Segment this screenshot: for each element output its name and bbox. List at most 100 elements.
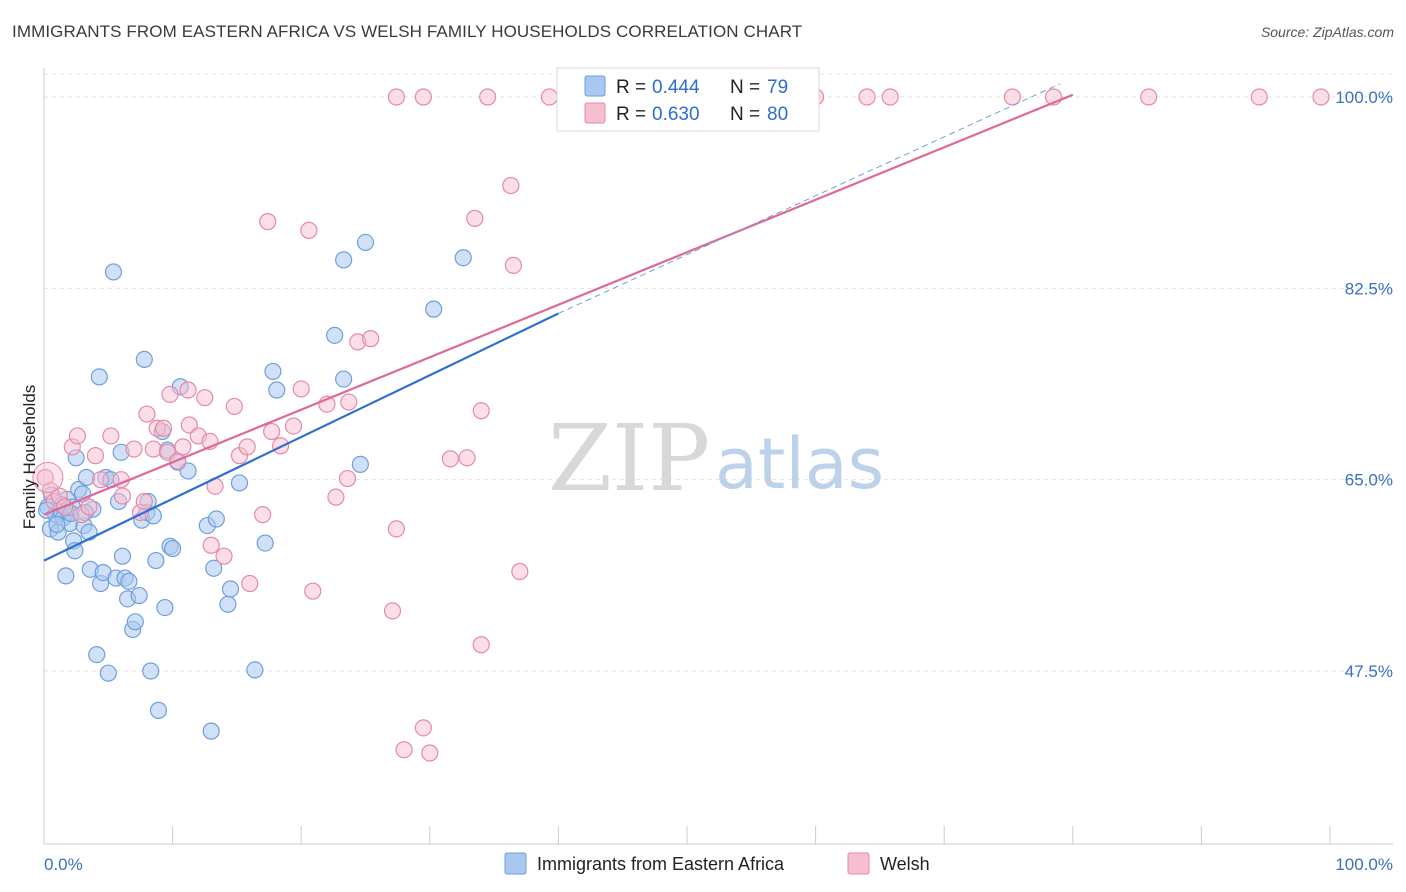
- data-point: [284, 417, 303, 435]
- trend-line-eastern-africa: [43, 312, 559, 562]
- data-point: [156, 598, 174, 617]
- data-point: [99, 664, 117, 682]
- data-point: [263, 422, 281, 441]
- data-point: [1003, 88, 1021, 106]
- data-point: [502, 176, 520, 195]
- data-point: [225, 397, 243, 416]
- data-point: [1312, 88, 1330, 106]
- chart-title: IMMIGRANTS FROM EASTERN AFRICA VS WELSH …: [12, 22, 803, 41]
- legend-swatch-welsh: [584, 102, 606, 124]
- data-point: [88, 645, 106, 664]
- data-point: [425, 300, 443, 318]
- data-point: [254, 506, 272, 524]
- legend-n-value-2: 80: [767, 104, 788, 125]
- data-point: [125, 440, 143, 458]
- data-point: [147, 551, 165, 570]
- watermark-zip: ZIP: [548, 405, 710, 512]
- source-credit: Source: ZipAtlas.com: [1260, 24, 1394, 40]
- data-point: [120, 572, 138, 590]
- x-tick-label-max: 100.0%: [1335, 855, 1393, 874]
- legend: R = 0.444 N = 79 R = 0.630 N = 80: [556, 67, 820, 132]
- data-point: [113, 547, 132, 565]
- data-point: [335, 370, 353, 388]
- bottom-legend: Immigrants from Eastern Africa Welsh: [504, 852, 930, 875]
- data-point: [454, 249, 472, 267]
- y-tick-label: 100.0%: [1335, 88, 1393, 107]
- data-point: [858, 88, 876, 106]
- data-point: [421, 744, 439, 762]
- legend-r-value-1: 0.444: [652, 77, 700, 98]
- data-point: [113, 487, 132, 505]
- data-point: [80, 498, 98, 516]
- data-point: [472, 636, 490, 654]
- legend-swatch-eastern-africa: [584, 75, 606, 97]
- data-point: [135, 492, 153, 511]
- data-point: [1140, 88, 1158, 106]
- data-point: [881, 88, 899, 106]
- data-point: [238, 438, 256, 456]
- y-tick-labels: 47.5% 65.0% 82.5% 100.0%: [1335, 88, 1393, 681]
- data-point: [458, 449, 476, 467]
- data-point: [142, 662, 160, 680]
- data-point: [90, 368, 108, 386]
- data-point: [77, 468, 96, 487]
- data-point: [57, 567, 75, 585]
- bottom-legend-label-eastern-africa: Immigrants from Eastern Africa: [537, 854, 785, 874]
- data-point: [326, 326, 344, 344]
- data-point: [356, 233, 375, 252]
- data-point: [268, 381, 286, 399]
- data-point: [383, 602, 402, 620]
- trend-extension-eastern-africa: [558, 83, 1061, 314]
- data-point: [205, 559, 223, 577]
- data-point: [154, 419, 173, 437]
- data-point: [102, 427, 120, 445]
- legend-n-value-1: 79: [767, 77, 788, 98]
- data-point: [292, 380, 310, 398]
- data-point: [335, 251, 353, 269]
- bottom-legend-label-welsh: Welsh: [880, 854, 930, 874]
- data-point: [164, 539, 182, 558]
- data-point: [91, 471, 110, 489]
- data-point: [202, 722, 220, 740]
- trend-line-welsh: [43, 93, 1074, 516]
- x-tick-label-min: 0.0%: [44, 855, 83, 874]
- data-point: [256, 534, 274, 552]
- axes: [43, 68, 1393, 845]
- data-point: [511, 562, 529, 581]
- legend-r-value-2: 0.630: [652, 104, 700, 125]
- data-point: [414, 719, 432, 737]
- data-point: [126, 613, 144, 631]
- data-point: [207, 510, 225, 528]
- data-point: [466, 209, 484, 227]
- data-point: [149, 701, 168, 719]
- data-point: [174, 438, 192, 456]
- trend-lines: [43, 83, 1074, 562]
- data-point: [202, 536, 220, 554]
- data-point: [327, 488, 345, 506]
- y-tick-label: 47.5%: [1345, 662, 1393, 681]
- data-point: [351, 455, 369, 473]
- data-point-large: [32, 461, 64, 493]
- data-point: [304, 582, 322, 600]
- data-point: [48, 515, 66, 534]
- data-point: [264, 362, 282, 381]
- data-point: [504, 256, 522, 274]
- data-point: [259, 213, 277, 231]
- legend-r-label-1: R =: [616, 77, 646, 98]
- data-point: [179, 381, 197, 399]
- data-point: [362, 330, 380, 348]
- data-point: [246, 661, 264, 679]
- legend-r-label-2: R =: [616, 104, 646, 125]
- data-point: [300, 221, 318, 239]
- data-point: [441, 450, 459, 468]
- data-point: [472, 402, 490, 420]
- data-point: [221, 580, 240, 598]
- data-point: [138, 405, 156, 423]
- data-point: [86, 447, 105, 465]
- data-point: [161, 385, 179, 403]
- data-point: [414, 88, 432, 106]
- data-point: [1250, 88, 1268, 106]
- data-point: [479, 88, 497, 106]
- data-point: [135, 350, 153, 368]
